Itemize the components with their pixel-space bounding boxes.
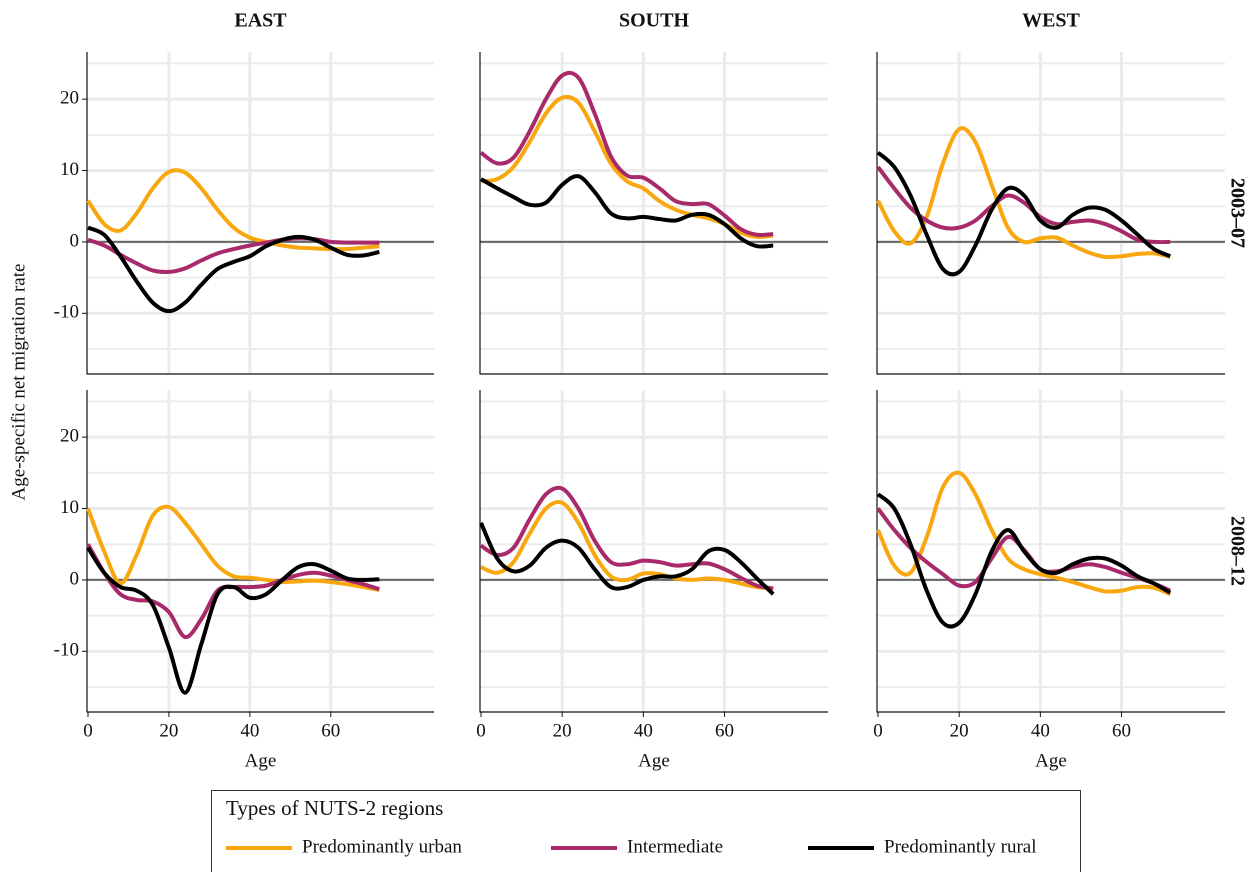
y-tick-label: 0	[70, 230, 80, 251]
row-label: 2008–12	[1226, 516, 1248, 586]
series-line	[479, 70, 774, 238]
series-line	[876, 151, 1172, 277]
x-tick-label: 60	[715, 720, 734, 741]
x-axis-label: Age	[1035, 750, 1067, 771]
x-tick-label: 20	[159, 720, 178, 741]
y-tick-label: 10	[60, 497, 79, 518]
y-tick-label: -10	[54, 640, 79, 661]
row-label: 2003–07	[1226, 178, 1248, 248]
series-line	[480, 499, 774, 591]
legend-label: Predominantly rural	[884, 836, 1037, 857]
x-tick-label: 0	[83, 720, 93, 741]
series-line	[479, 521, 775, 596]
facet-title: EAST	[234, 10, 287, 32]
series-line	[86, 546, 380, 695]
series-line	[480, 94, 774, 240]
row-label: 2003–07	[1226, 178, 1248, 248]
series-line	[876, 165, 1171, 245]
x-tick-label: 60	[1112, 720, 1131, 741]
series-line	[876, 126, 1171, 260]
x-tick-label: 0	[476, 720, 486, 741]
y-tick-label: 20	[60, 425, 79, 446]
legend-title: Types of NUTS-2 regions	[226, 796, 443, 820]
y-tick-label: 0	[70, 568, 80, 589]
x-tick-label: 20	[553, 720, 572, 741]
y-tick-label: -10	[54, 302, 79, 323]
legend-label: Intermediate	[627, 836, 723, 857]
series-line	[876, 470, 1171, 597]
series-line	[479, 485, 774, 591]
legend-label: Predominantly urban	[302, 836, 462, 857]
series-line	[876, 492, 1172, 629]
x-axis-label: Age	[245, 750, 277, 771]
x-tick-label: 40	[240, 720, 259, 741]
x-tick-label: 0	[873, 720, 883, 741]
x-axis-label: Age	[638, 750, 670, 771]
x-tick-label: 40	[1031, 720, 1050, 741]
facet-title: SOUTH	[619, 10, 689, 32]
series-line	[87, 225, 380, 314]
series-line	[480, 174, 774, 249]
y-tick-label: 20	[60, 87, 79, 108]
series-line	[87, 236, 380, 275]
legend-box	[211, 790, 1081, 872]
series-line	[86, 168, 380, 252]
facet-title: WEST	[1022, 10, 1080, 32]
x-tick-label: 20	[950, 720, 969, 741]
series-line	[86, 504, 380, 592]
x-tick-label: 60	[321, 720, 340, 741]
y-axis-label: Age-specific net migration rate	[8, 264, 29, 501]
y-tick-label: 10	[60, 159, 79, 180]
x-tick-label: 40	[634, 720, 653, 741]
